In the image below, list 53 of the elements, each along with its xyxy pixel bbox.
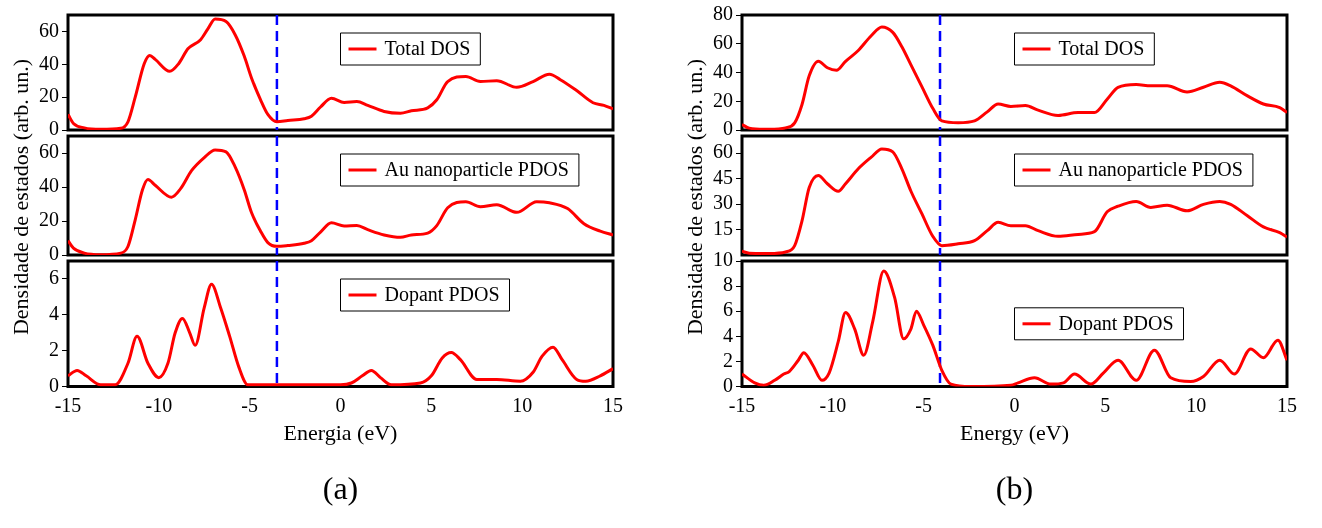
y-axis-title: Densidade de estados (arb. un.) [8,58,34,336]
x-tick-label: 5 [426,393,437,416]
y-tick-label: 60 [713,140,733,163]
x-tick-label: 5 [1100,393,1111,416]
y-tick-label: 60 [39,18,59,41]
legend-label: Dopant PDOS [384,283,500,307]
y-tick-label: 10 [713,248,733,271]
x-axis-title: Energy (eV) [960,419,1069,445]
y-tick-label: 0 [723,117,733,140]
legend-label: Au nanoparticle PDOS [1058,158,1243,182]
y-tick-label: 45 [713,165,733,188]
y-tick-label: 40 [39,174,59,197]
y-tick-label: 0 [49,242,59,265]
y-tick-label: 40 [39,51,59,74]
x-tick-label: -5 [241,393,258,416]
y-tick-label: 40 [713,59,733,82]
y-tick-label: 0 [49,373,59,396]
y-axis-title: Densidade de estados (arb. un.) [682,58,708,336]
legend-label: Au nanoparticle PDOS [384,158,569,182]
x-tick-label: 0 [1009,393,1020,416]
x-tick-label: 10 [512,393,533,416]
text: (a) [322,470,359,507]
y-tick-label: 80 [713,2,733,25]
x-tick-label: -10 [145,393,173,416]
legend-label: Total DOS [1058,37,1145,60]
y-tick-label: 8 [723,273,733,296]
x-tick-label: 15 [1277,393,1297,416]
y-tick-label: 20 [39,84,59,107]
y-tick-label: 2 [49,337,59,360]
x-tick-label: 15 [603,393,623,416]
y-tick-label: 20 [713,88,733,111]
x-tick-label: 10 [1186,393,1207,416]
y-tick-label: 6 [49,266,59,289]
x-tick-label: -10 [819,393,847,416]
legend-label: Dopant PDOS [1058,312,1174,336]
y-tick-label: 60 [713,31,733,53]
y-tick-label: 0 [49,117,59,140]
y-tick-label: 6 [723,298,733,321]
y-tick-label: 15 [713,216,733,239]
x-tick-label: -15 [728,393,756,416]
y-tick-label: 4 [723,323,733,346]
text: (b) [995,470,1034,507]
y-tick-label: 60 [39,140,59,163]
x-tick-label: 0 [335,393,346,416]
x-tick-label: -15 [54,393,82,416]
y-tick-label: 4 [49,302,59,325]
y-tick-label: 20 [39,208,59,231]
x-tick-label: -5 [915,393,932,416]
y-tick-label: 2 [723,348,733,371]
x-axis-title: Energia (eV) [283,419,398,445]
y-tick-label: 30 [713,191,733,214]
legend-label: Total DOS [384,37,471,60]
y-tick-label: 0 [723,373,733,396]
